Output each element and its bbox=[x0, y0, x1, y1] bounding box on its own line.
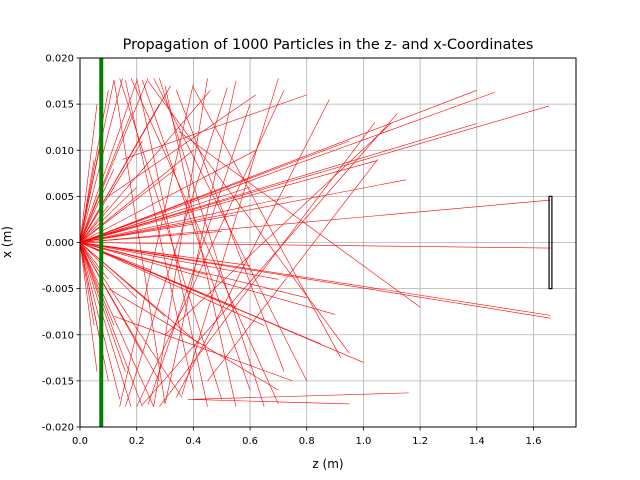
particle-trajectory bbox=[108, 288, 279, 391]
particle-trajectory bbox=[147, 104, 251, 405]
particle-trajectory bbox=[80, 242, 132, 407]
y-tick-label: -0.005 bbox=[42, 284, 74, 295]
particle-trajectory bbox=[80, 242, 265, 326]
particle-trajectory bbox=[80, 105, 550, 243]
particle-trajectory bbox=[80, 179, 406, 243]
particle-trajectory bbox=[207, 159, 378, 382]
particle-trajectory bbox=[80, 168, 177, 243]
particle-trajectory bbox=[80, 91, 496, 243]
y-tick-label: -0.010 bbox=[42, 330, 74, 341]
detector-box bbox=[548, 195, 553, 290]
particle-trajectory bbox=[80, 199, 551, 243]
particle-trajectory bbox=[108, 94, 256, 197]
x-tick-label: 0.0 bbox=[72, 436, 88, 447]
particle-trajectory bbox=[164, 80, 237, 405]
particle-trajectory bbox=[80, 90, 477, 243]
particle-trajectory bbox=[80, 242, 154, 407]
particle-trajectory bbox=[80, 90, 109, 243]
chart-title: Propagation of 1000 Particles in the z- … bbox=[123, 37, 534, 53]
particle-trajectory bbox=[80, 80, 137, 243]
particle-trajectory bbox=[119, 83, 194, 407]
y-tick-label: -0.020 bbox=[42, 423, 74, 434]
particle-trajectory bbox=[80, 242, 95, 326]
particle-trajectory bbox=[80, 242, 180, 257]
particle-trajectory bbox=[80, 242, 551, 319]
particle-trajectory bbox=[80, 242, 109, 280]
particle-trajectory bbox=[113, 316, 293, 382]
particle-trajectory bbox=[80, 223, 194, 243]
y-tick-label: 0.005 bbox=[45, 192, 74, 203]
particle-trajectory bbox=[147, 80, 350, 354]
particle-trajectory bbox=[80, 242, 322, 345]
screen-and-detector bbox=[99, 58, 553, 427]
particle-trajectory bbox=[80, 159, 95, 243]
particle-trajectory bbox=[125, 87, 228, 407]
particle-trajectory bbox=[80, 242, 115, 326]
y-tick-label: -0.015 bbox=[42, 376, 74, 387]
particle-trajectory bbox=[80, 140, 143, 243]
particle-trajectory bbox=[80, 186, 251, 243]
particle-trajectory bbox=[179, 131, 421, 308]
particle-trajectory bbox=[80, 104, 98, 243]
particle-trajectory bbox=[142, 113, 398, 406]
particle-trajectory bbox=[113, 80, 166, 404]
particle-trajectory bbox=[80, 242, 551, 249]
x-tick-label: 0.6 bbox=[242, 436, 258, 447]
particle-trajectory bbox=[122, 94, 307, 160]
y-tick-label: 0.000 bbox=[45, 238, 74, 249]
particle-trajectory bbox=[80, 131, 103, 243]
particle-trajectory bbox=[80, 186, 137, 243]
particle-trajectory bbox=[80, 242, 183, 398]
x-tick-label: 1.0 bbox=[355, 436, 371, 447]
particle-trajectory bbox=[142, 80, 251, 391]
particle-trajectory bbox=[159, 122, 376, 407]
y-tick-label: 0.020 bbox=[45, 54, 74, 65]
particle-trajectory bbox=[80, 242, 279, 280]
particle-trajectory bbox=[80, 205, 109, 243]
particle-trajectory bbox=[80, 242, 137, 299]
particle-trajectory bbox=[80, 242, 307, 299]
particle-trajectory bbox=[80, 242, 103, 354]
particle-trajectory bbox=[80, 242, 166, 317]
particle-trajectory bbox=[187, 399, 350, 405]
particle-trajectories bbox=[80, 78, 551, 407]
particle-trajectory bbox=[136, 78, 208, 407]
particle-trajectory bbox=[80, 123, 477, 243]
x-tick-label: 1.4 bbox=[469, 436, 485, 447]
y-tick-label: 0.015 bbox=[45, 100, 74, 111]
particle-trajectory bbox=[125, 80, 194, 391]
particle-trajectory bbox=[80, 78, 149, 243]
particle-trajectory bbox=[80, 242, 98, 372]
particle-trajectory bbox=[130, 78, 279, 405]
particle-trajectory bbox=[80, 242, 551, 316]
particle-trajectory bbox=[164, 85, 237, 407]
particle-trajectory bbox=[193, 392, 409, 400]
x-tick-label: 0.8 bbox=[299, 436, 315, 447]
particle-trajectory bbox=[153, 78, 308, 382]
particle-trajectory bbox=[80, 103, 160, 243]
particle-trajectory bbox=[80, 168, 115, 243]
x-tick-label: 1.2 bbox=[412, 436, 428, 447]
x-axis-label: z (m) bbox=[312, 457, 343, 471]
y-tick-label: 0.010 bbox=[45, 146, 74, 157]
particle-trajectory bbox=[80, 231, 222, 243]
particle-trajectory bbox=[80, 242, 143, 407]
particle-trajectory bbox=[136, 90, 285, 407]
particle-trajectory bbox=[164, 122, 392, 335]
particle-trajectory bbox=[159, 78, 265, 407]
y-axis-label: x (m) bbox=[0, 226, 14, 258]
x-tick-label: 0.2 bbox=[129, 436, 145, 447]
x-tick-label: 1.6 bbox=[526, 436, 542, 447]
x-axis-ticks: 0.0 0.2 0.4 0.6 0.8 1.0 1.2 1.4 1.6 bbox=[72, 427, 541, 447]
particle-trajectory bbox=[80, 242, 160, 382]
particle-trajectory bbox=[193, 87, 342, 358]
particle-trajectory bbox=[80, 160, 378, 243]
y-axis-ticks: 0.020 0.015 0.010 0.005 0.000 -0.005 -0.010 -0.… bbox=[42, 54, 80, 434]
x-tick-label: 0.4 bbox=[185, 436, 201, 447]
particle-trajectory bbox=[80, 140, 350, 243]
